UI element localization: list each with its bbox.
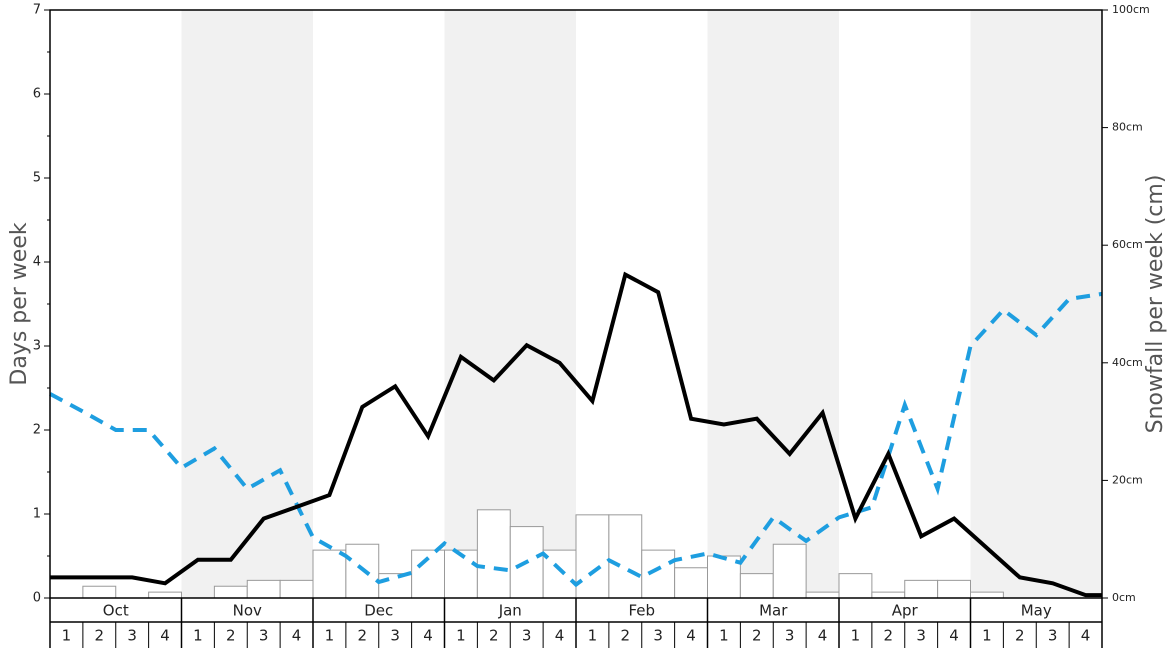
week-label-dec-1: 1: [325, 627, 335, 645]
week-label-apr-2: 2: [884, 627, 894, 645]
month-label-may: May: [1021, 602, 1052, 620]
bar-week-28: [937, 579, 971, 599]
week-label-jan-4: 4: [555, 627, 565, 645]
left-tick-label-5: 5: [33, 171, 41, 186]
bar-week-9: [312, 549, 347, 599]
month-label-feb: Feb: [628, 602, 655, 620]
week-label-may-3: 3: [1048, 627, 1058, 645]
x-axis-table: Oct 1 2 3 4 Nov 1 2 3 4 Dec 1 2 3 4 Jan 1 2 3 4 Feb 1 2 3 4 Mar 1 2…: [49, 598, 1103, 648]
bar-week-19: [641, 549, 676, 599]
right-tick-label-60: 60cm: [1112, 238, 1143, 251]
left-axis-title: Days per week: [7, 222, 32, 385]
bar-week-22: [739, 573, 774, 599]
week-label-mar-1: 1: [719, 627, 729, 645]
week-label-feb-4: 4: [686, 627, 696, 645]
bar-week-27: [904, 579, 939, 599]
bar-week-23: [772, 543, 807, 599]
week-label-nov-2: 2: [226, 627, 236, 645]
week-label-dec-4: 4: [423, 627, 433, 645]
dashed-series-line: [49, 291, 1103, 588]
week-label-oct-2: 2: [95, 627, 105, 645]
left-tick-label-2: 2: [33, 423, 41, 438]
left-tick-label-0: 0: [33, 591, 41, 606]
week-label-may-2: 2: [1015, 627, 1025, 645]
week-label-feb-3: 3: [653, 627, 663, 645]
bar-week-25: [838, 573, 873, 599]
month-label-mar: Mar: [759, 602, 788, 620]
month-label-nov: Nov: [233, 602, 262, 620]
right-tick-label-100: 100cm: [1112, 3, 1150, 16]
bar-week-18: [608, 514, 643, 599]
week-label-nov-3: 3: [259, 627, 269, 645]
bar-week-11: [378, 573, 413, 599]
left-tick-label-1: 1: [33, 507, 41, 522]
bar-week-17: [575, 514, 610, 599]
month-shading: [181, 10, 1102, 598]
week-label-mar-4: 4: [818, 627, 828, 645]
left-tick-label-4: 4: [33, 255, 41, 270]
week-label-apr-3: 3: [916, 627, 926, 645]
right-tick-label-40: 40cm: [1112, 356, 1143, 369]
shade-nov: [181, 10, 313, 598]
week-label-mar-3: 3: [785, 627, 795, 645]
right-axis-title: Snowfall per week (cm): [1143, 175, 1168, 434]
week-label-mar-2: 2: [752, 627, 762, 645]
week-label-dec-2: 2: [358, 627, 368, 645]
month-label-dec: Dec: [364, 602, 393, 620]
week-label-nov-1: 1: [193, 627, 203, 645]
shade-mar: [707, 10, 839, 598]
month-label-oct: Oct: [103, 602, 129, 620]
bar-week-16: [542, 549, 577, 599]
right-axis: 0cm 20cm 40cm 60cm 80cm 100cm: [1102, 3, 1150, 604]
bar-week-4: [148, 591, 182, 599]
right-tick-label-0: 0cm: [1112, 591, 1136, 604]
week-label-oct-3: 3: [127, 627, 137, 645]
week-label-apr-1: 1: [851, 627, 861, 645]
week-label-jan-2: 2: [489, 627, 499, 645]
bar-week-7: [246, 579, 281, 599]
bar-week-2: [82, 585, 117, 599]
bar-week-14: [476, 509, 511, 599]
week-label-jan-1: 1: [456, 627, 466, 645]
week-label-jan-3: 3: [522, 627, 532, 645]
shade-jan: [444, 10, 576, 598]
week-label-dec-3: 3: [390, 627, 400, 645]
bar-week-29: [970, 591, 1004, 599]
week-label-feb-1: 1: [588, 627, 598, 645]
bar-week-6: [213, 585, 248, 599]
left-tick-label-7: 7: [33, 3, 41, 18]
bar-week-8: [279, 579, 314, 599]
right-tick-label-80: 80cm: [1112, 121, 1143, 134]
week-label-feb-2: 2: [621, 627, 631, 645]
right-tick-label-20: 20cm: [1112, 473, 1143, 486]
week-label-nov-4: 4: [292, 627, 302, 645]
week-label-may-4: 4: [1081, 627, 1091, 645]
bar-week-24: [805, 591, 840, 599]
week-label-oct-1: 1: [62, 627, 72, 645]
week-label-oct-4: 4: [160, 627, 170, 645]
bar-week-20: [674, 567, 708, 599]
bar-week-26: [871, 591, 906, 599]
shade-may: [970, 10, 1102, 598]
left-tick-label-6: 6: [33, 87, 41, 102]
left-tick-label-3: 3: [33, 339, 41, 354]
left-axis: 0 1 2 3 4 5 6 7: [33, 3, 50, 606]
week-label-may-1: 1: [982, 627, 992, 645]
snowfall-line: [50, 271, 1102, 598]
bar-week-13: [444, 549, 478, 599]
month-label-apr: Apr: [892, 602, 919, 620]
month-label-jan: Jan: [498, 602, 522, 620]
week-label-apr-4: 4: [949, 627, 959, 645]
